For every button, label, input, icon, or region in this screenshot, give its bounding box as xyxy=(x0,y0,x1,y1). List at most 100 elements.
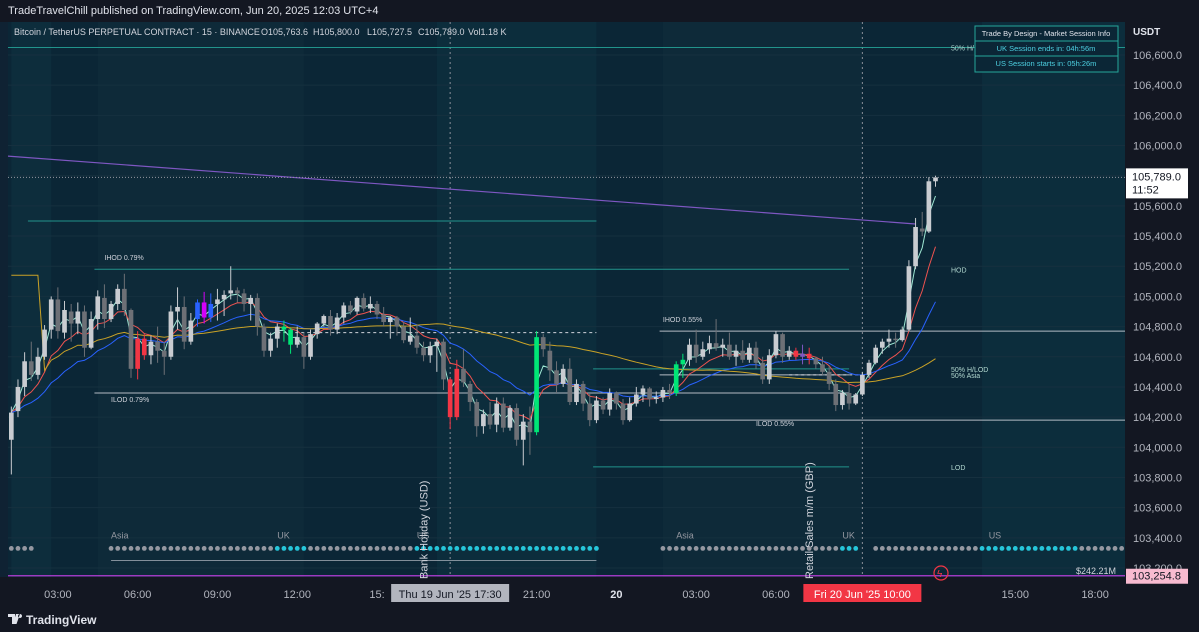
candle-body[interactable] xyxy=(660,389,666,398)
candle-body[interactable] xyxy=(840,392,845,406)
candle-body[interactable] xyxy=(760,362,765,380)
candle-body[interactable] xyxy=(860,374,865,395)
candle-body[interactable] xyxy=(328,316,333,330)
candle-body[interactable] xyxy=(215,299,220,304)
candle-body[interactable] xyxy=(567,368,573,403)
price-scale[interactable] xyxy=(1125,22,1199,607)
candle-body[interactable] xyxy=(607,392,613,410)
candle-body[interactable] xyxy=(919,228,925,232)
candle-body[interactable] xyxy=(274,326,280,339)
time-scale[interactable] xyxy=(0,577,1125,607)
candle-body[interactable] xyxy=(587,403,593,421)
candle-body[interactable] xyxy=(368,303,373,309)
candle-body[interactable] xyxy=(88,319,94,348)
candle-body[interactable] xyxy=(813,358,819,365)
candle-body[interactable] xyxy=(387,317,393,323)
candle-body[interactable] xyxy=(667,389,672,393)
candle-body[interactable] xyxy=(461,368,466,383)
candle-body[interactable] xyxy=(168,311,174,357)
candle-body[interactable] xyxy=(481,414,486,427)
candle-body[interactable] xyxy=(341,305,347,318)
candle-body[interactable] xyxy=(188,320,194,342)
candle-body[interactable] xyxy=(68,311,74,324)
candle-body[interactable] xyxy=(95,296,101,320)
candle-body[interactable] xyxy=(308,334,313,357)
candle-body[interactable] xyxy=(42,329,47,357)
candle-body[interactable] xyxy=(195,302,200,320)
candle-body[interactable] xyxy=(793,350,799,357)
candle-body[interactable] xyxy=(773,334,779,356)
candle-body[interactable] xyxy=(740,350,746,360)
candle-body[interactable] xyxy=(733,350,739,357)
candle-body[interactable] xyxy=(893,338,898,341)
candle-body[interactable] xyxy=(22,361,27,387)
candle-body[interactable] xyxy=(494,403,500,425)
candle-body[interactable] xyxy=(766,355,772,380)
candle-body[interactable] xyxy=(221,294,227,300)
candle-body[interactable] xyxy=(401,326,406,341)
candle-body[interactable] xyxy=(627,403,632,421)
candle-body[interactable] xyxy=(108,303,114,320)
candle-body[interactable] xyxy=(255,297,260,327)
candle-body[interactable] xyxy=(879,341,885,348)
candle-body[interactable] xyxy=(474,402,480,427)
candle-body[interactable] xyxy=(540,337,546,350)
candle-body[interactable] xyxy=(261,326,267,351)
candle-body[interactable] xyxy=(175,306,180,312)
candle-body[interactable] xyxy=(707,343,712,350)
candle-body[interactable] xyxy=(574,383,579,403)
candle-body[interactable] xyxy=(913,227,918,267)
candle-body[interactable] xyxy=(594,400,599,421)
lightning-icon[interactable] xyxy=(933,565,949,581)
price-chart[interactable]: Bitcoin / TetherUS PERPETUAL CONTRACT · … xyxy=(0,22,1199,607)
candle-body[interactable] xyxy=(374,303,380,315)
candle-body[interactable] xyxy=(614,392,619,404)
candle-body[interactable] xyxy=(201,302,207,318)
candle-body[interactable] xyxy=(35,356,41,375)
candle-body[interactable] xyxy=(687,344,692,360)
candle-body[interactable] xyxy=(826,371,832,384)
candle-body[interactable] xyxy=(281,326,287,330)
candle-body[interactable] xyxy=(780,334,785,357)
candle-body[interactable] xyxy=(48,299,54,330)
candle-body[interactable] xyxy=(753,347,759,363)
candle-body[interactable] xyxy=(141,338,147,356)
candle-body[interactable] xyxy=(208,303,214,318)
candle-body[interactable] xyxy=(361,297,367,309)
candle-body[interactable] xyxy=(394,317,400,327)
candle-body[interactable] xyxy=(434,341,440,347)
candle-body[interactable] xyxy=(414,335,420,348)
candle-body[interactable] xyxy=(713,343,719,348)
candle-body[interactable] xyxy=(314,323,320,335)
candle-body[interactable] xyxy=(148,341,154,356)
candle-body[interactable] xyxy=(926,181,932,232)
candle-body[interactable] xyxy=(899,329,905,341)
candle-body[interactable] xyxy=(547,350,553,371)
candle-body[interactable] xyxy=(933,177,938,182)
candle-body[interactable] xyxy=(846,392,852,404)
candle-body[interactable] xyxy=(786,350,792,357)
candle-body[interactable] xyxy=(28,361,34,375)
candle-body[interactable] xyxy=(580,383,586,404)
candle-body[interactable] xyxy=(454,368,460,418)
candle-body[interactable] xyxy=(507,408,513,428)
candle-body[interactable] xyxy=(8,412,14,440)
candle-body[interactable] xyxy=(135,338,140,369)
candle-body[interactable] xyxy=(407,335,413,342)
candle-body[interactable] xyxy=(155,341,160,351)
candle-body[interactable] xyxy=(348,305,353,312)
candle-body[interactable] xyxy=(647,388,652,400)
candle-body[interactable] xyxy=(534,337,539,433)
candle-body[interactable] xyxy=(906,266,912,330)
candle-body[interactable] xyxy=(181,306,187,342)
candle-body[interactable] xyxy=(288,329,293,345)
candle-body[interactable] xyxy=(693,344,699,357)
candle-body[interactable] xyxy=(75,311,81,324)
candle-body[interactable] xyxy=(441,341,446,380)
candle-body[interactable] xyxy=(527,421,533,433)
candle-body[interactable] xyxy=(334,317,340,330)
candle-body[interactable] xyxy=(248,297,254,304)
candle-body[interactable] xyxy=(268,338,273,351)
candle-body[interactable] xyxy=(354,297,360,312)
candle-body[interactable] xyxy=(421,347,426,356)
